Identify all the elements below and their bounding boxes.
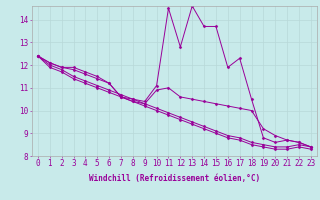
X-axis label: Windchill (Refroidissement éolien,°C): Windchill (Refroidissement éolien,°C) — [89, 174, 260, 183]
